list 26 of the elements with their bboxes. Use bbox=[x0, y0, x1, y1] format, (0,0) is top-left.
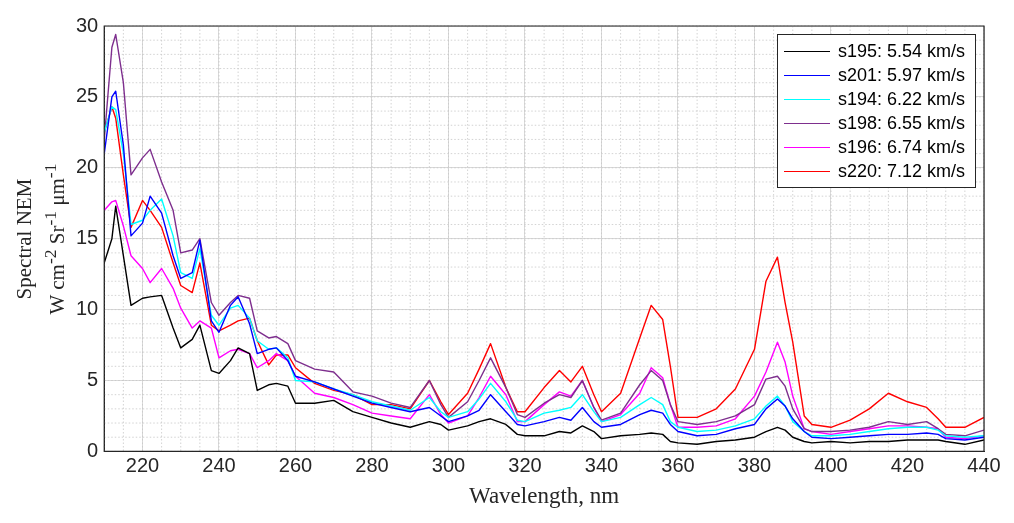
y-tick-label: 10 bbox=[76, 297, 99, 320]
x-tick-label: 280 bbox=[355, 453, 389, 476]
x-tick-label: 360 bbox=[661, 453, 695, 476]
y-tick-label: 15 bbox=[76, 226, 99, 249]
y-tick-label: 5 bbox=[87, 368, 99, 391]
x-tick-label: 400 bbox=[814, 453, 848, 476]
x-tick-label: 380 bbox=[737, 453, 772, 476]
legend-label: s194: 6.22 km/s bbox=[837, 88, 965, 110]
legend-label: s220: 7.12 km/s bbox=[837, 160, 965, 182]
x-tick-label: 320 bbox=[508, 453, 542, 476]
legend-label: s195: 5.54 km/s bbox=[837, 40, 965, 62]
y-tick-label: 0 bbox=[87, 438, 99, 461]
x-tick-label: 240 bbox=[202, 453, 236, 476]
x-tick-label: 260 bbox=[278, 453, 313, 476]
x-tick-label: 340 bbox=[584, 453, 619, 476]
legend-label: s201: 5.97 km/s bbox=[837, 64, 965, 86]
y-tick-label: 30 bbox=[76, 13, 99, 36]
x-tick-label: 440 bbox=[967, 453, 1001, 476]
x-tick-label: 220 bbox=[125, 453, 160, 476]
legend-label: s196: 6.74 km/s bbox=[837, 136, 965, 158]
x-tick-label: 420 bbox=[890, 453, 925, 476]
y-tick-label: 25 bbox=[76, 84, 99, 107]
y-tick-label: 20 bbox=[76, 155, 99, 178]
legend-label: s198: 6.55 km/s bbox=[837, 112, 965, 134]
x-axis-title: Wavelength, nm bbox=[469, 483, 620, 509]
x-tick-label: 300 bbox=[431, 453, 466, 476]
